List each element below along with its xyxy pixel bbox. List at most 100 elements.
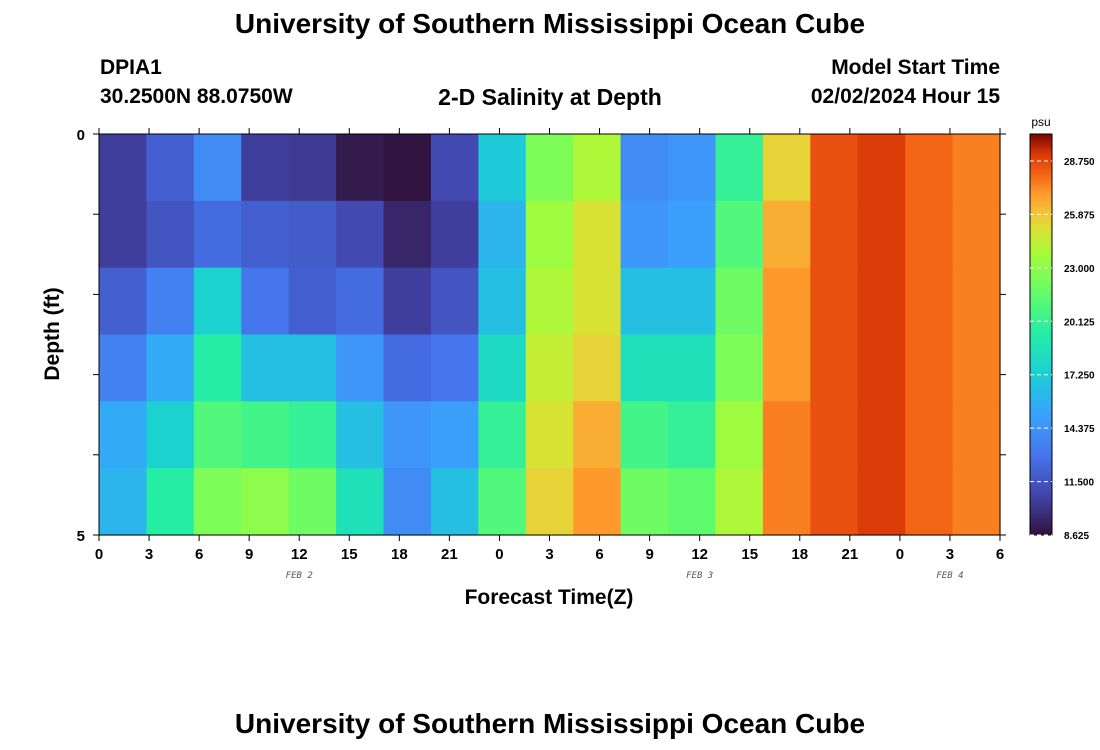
heatmap-cell [952, 468, 1001, 536]
heatmap-cell [573, 468, 622, 536]
heatmap-cell [525, 468, 574, 536]
heatmap-cell [857, 267, 906, 336]
heatmap-cell [193, 468, 242, 536]
x-tick-label: 12 [291, 546, 308, 563]
x-tick-label: 15 [741, 546, 758, 563]
heatmap-cell [573, 401, 622, 469]
heatmap-cell [336, 267, 385, 336]
heatmap-cell [193, 134, 242, 202]
y-tick-label: 5 [77, 528, 85, 545]
heatmap-cell [573, 134, 622, 202]
model-start-value: 02/02/2024 Hour 15 [810, 85, 1000, 108]
heatmap-cell [478, 267, 527, 336]
heatmap-cell [430, 200, 479, 269]
x-tick-label: 0 [896, 546, 904, 563]
heatmap-cell [762, 401, 811, 469]
heatmap-cell [383, 200, 432, 269]
heatmap-cell [478, 134, 527, 202]
heatmap-cell [146, 468, 195, 536]
heatmap-cell [99, 267, 148, 336]
heatmap-cell [99, 334, 148, 402]
heatmap-cell [193, 200, 242, 269]
heatmap-cell [857, 468, 906, 536]
heatmap-cell [336, 401, 385, 469]
colorbar-tick-label: 28.750 [1064, 157, 1095, 168]
heatmap-cell [146, 134, 195, 202]
heatmap-cell [288, 334, 337, 402]
colorbar-tick-label: 20.125 [1064, 317, 1095, 328]
heatmap-cell [288, 468, 337, 536]
heatmap-cell [288, 267, 337, 336]
heatmap-cell [383, 334, 432, 402]
heatmap-cell [146, 267, 195, 336]
heatmap-cell [715, 134, 764, 202]
heatmap-cell [99, 134, 148, 202]
heatmap-cell [383, 267, 432, 336]
heatmap-cell [241, 134, 290, 202]
heatmap-cell [430, 401, 479, 469]
x-tick-label: 0 [95, 546, 103, 563]
heatmap-cell [336, 200, 385, 269]
heatmap-cell [241, 401, 290, 469]
page-title: University of Southern Mississippi Ocean… [234, 8, 866, 39]
station-id: DPIA1 [100, 56, 162, 79]
heatmap-cell [810, 267, 859, 336]
day-label: FEB 2 [286, 571, 313, 581]
x-tick-label: 9 [645, 546, 653, 563]
heatmap-cell [146, 401, 195, 469]
bottom-title: University of Southern Mississippi Ocean… [234, 708, 866, 739]
heatmap-cell [525, 267, 574, 336]
heatmap-cell [241, 334, 290, 402]
heatmap-cell [762, 267, 811, 336]
heatmap-cell [620, 134, 669, 202]
heatmap-cell [905, 200, 954, 269]
heatmap-cell [810, 401, 859, 469]
heatmap-cell [573, 200, 622, 269]
x-tick-label: 12 [691, 546, 708, 563]
heatmap-cell [952, 334, 1001, 402]
heatmap-cell [383, 134, 432, 202]
heatmap-cell [478, 401, 527, 469]
heatmap-cell [288, 200, 337, 269]
heatmap-cell [715, 401, 764, 469]
heatmap-cell [668, 134, 717, 202]
heatmap-cell [525, 401, 574, 469]
heatmap-cell [525, 200, 574, 269]
heatmap-cell [762, 200, 811, 269]
heatmap-cell [762, 134, 811, 202]
x-tick-label: 6 [996, 546, 1004, 563]
heatmap-cell [857, 401, 906, 469]
day-label: FEB 3 [686, 571, 713, 581]
heatmap-cell [620, 468, 669, 536]
heatmap-cell [715, 468, 764, 536]
day-label: FEB 4 [936, 571, 963, 581]
heatmap-cell [478, 468, 527, 536]
heatmap-cell [99, 468, 148, 536]
heatmap-cell [478, 200, 527, 269]
heatmap-cell [810, 334, 859, 402]
heatmap-cell [99, 200, 148, 269]
colorbar-tick-label: 14.375 [1064, 424, 1095, 435]
heatmap-cell [668, 200, 717, 269]
x-tick-label: 0 [495, 546, 503, 563]
heatmap-cell [620, 200, 669, 269]
x-axis-title: Forecast Time(Z) [465, 586, 634, 609]
heatmap-cell [430, 334, 479, 402]
heatmap-cell [905, 334, 954, 402]
heatmap-cell [620, 267, 669, 336]
heatmap-cell [620, 401, 669, 469]
heatmap-cell [905, 134, 954, 202]
heatmap-cell [241, 468, 290, 536]
heatmap-cell [668, 267, 717, 336]
heatmap-cell [288, 401, 337, 469]
y-axis: 05 [77, 127, 1006, 545]
heatmap-cell [193, 401, 242, 469]
x-tick-label: 6 [195, 546, 203, 563]
heatmap-cell [668, 468, 717, 536]
colorbar-tick-label: 25.875 [1064, 210, 1095, 221]
heatmap-cell [857, 134, 906, 202]
x-tick-label: 3 [145, 546, 153, 563]
heatmap-cell [668, 334, 717, 402]
heatmap-cell [952, 134, 1001, 202]
heatmap-cell [857, 334, 906, 402]
